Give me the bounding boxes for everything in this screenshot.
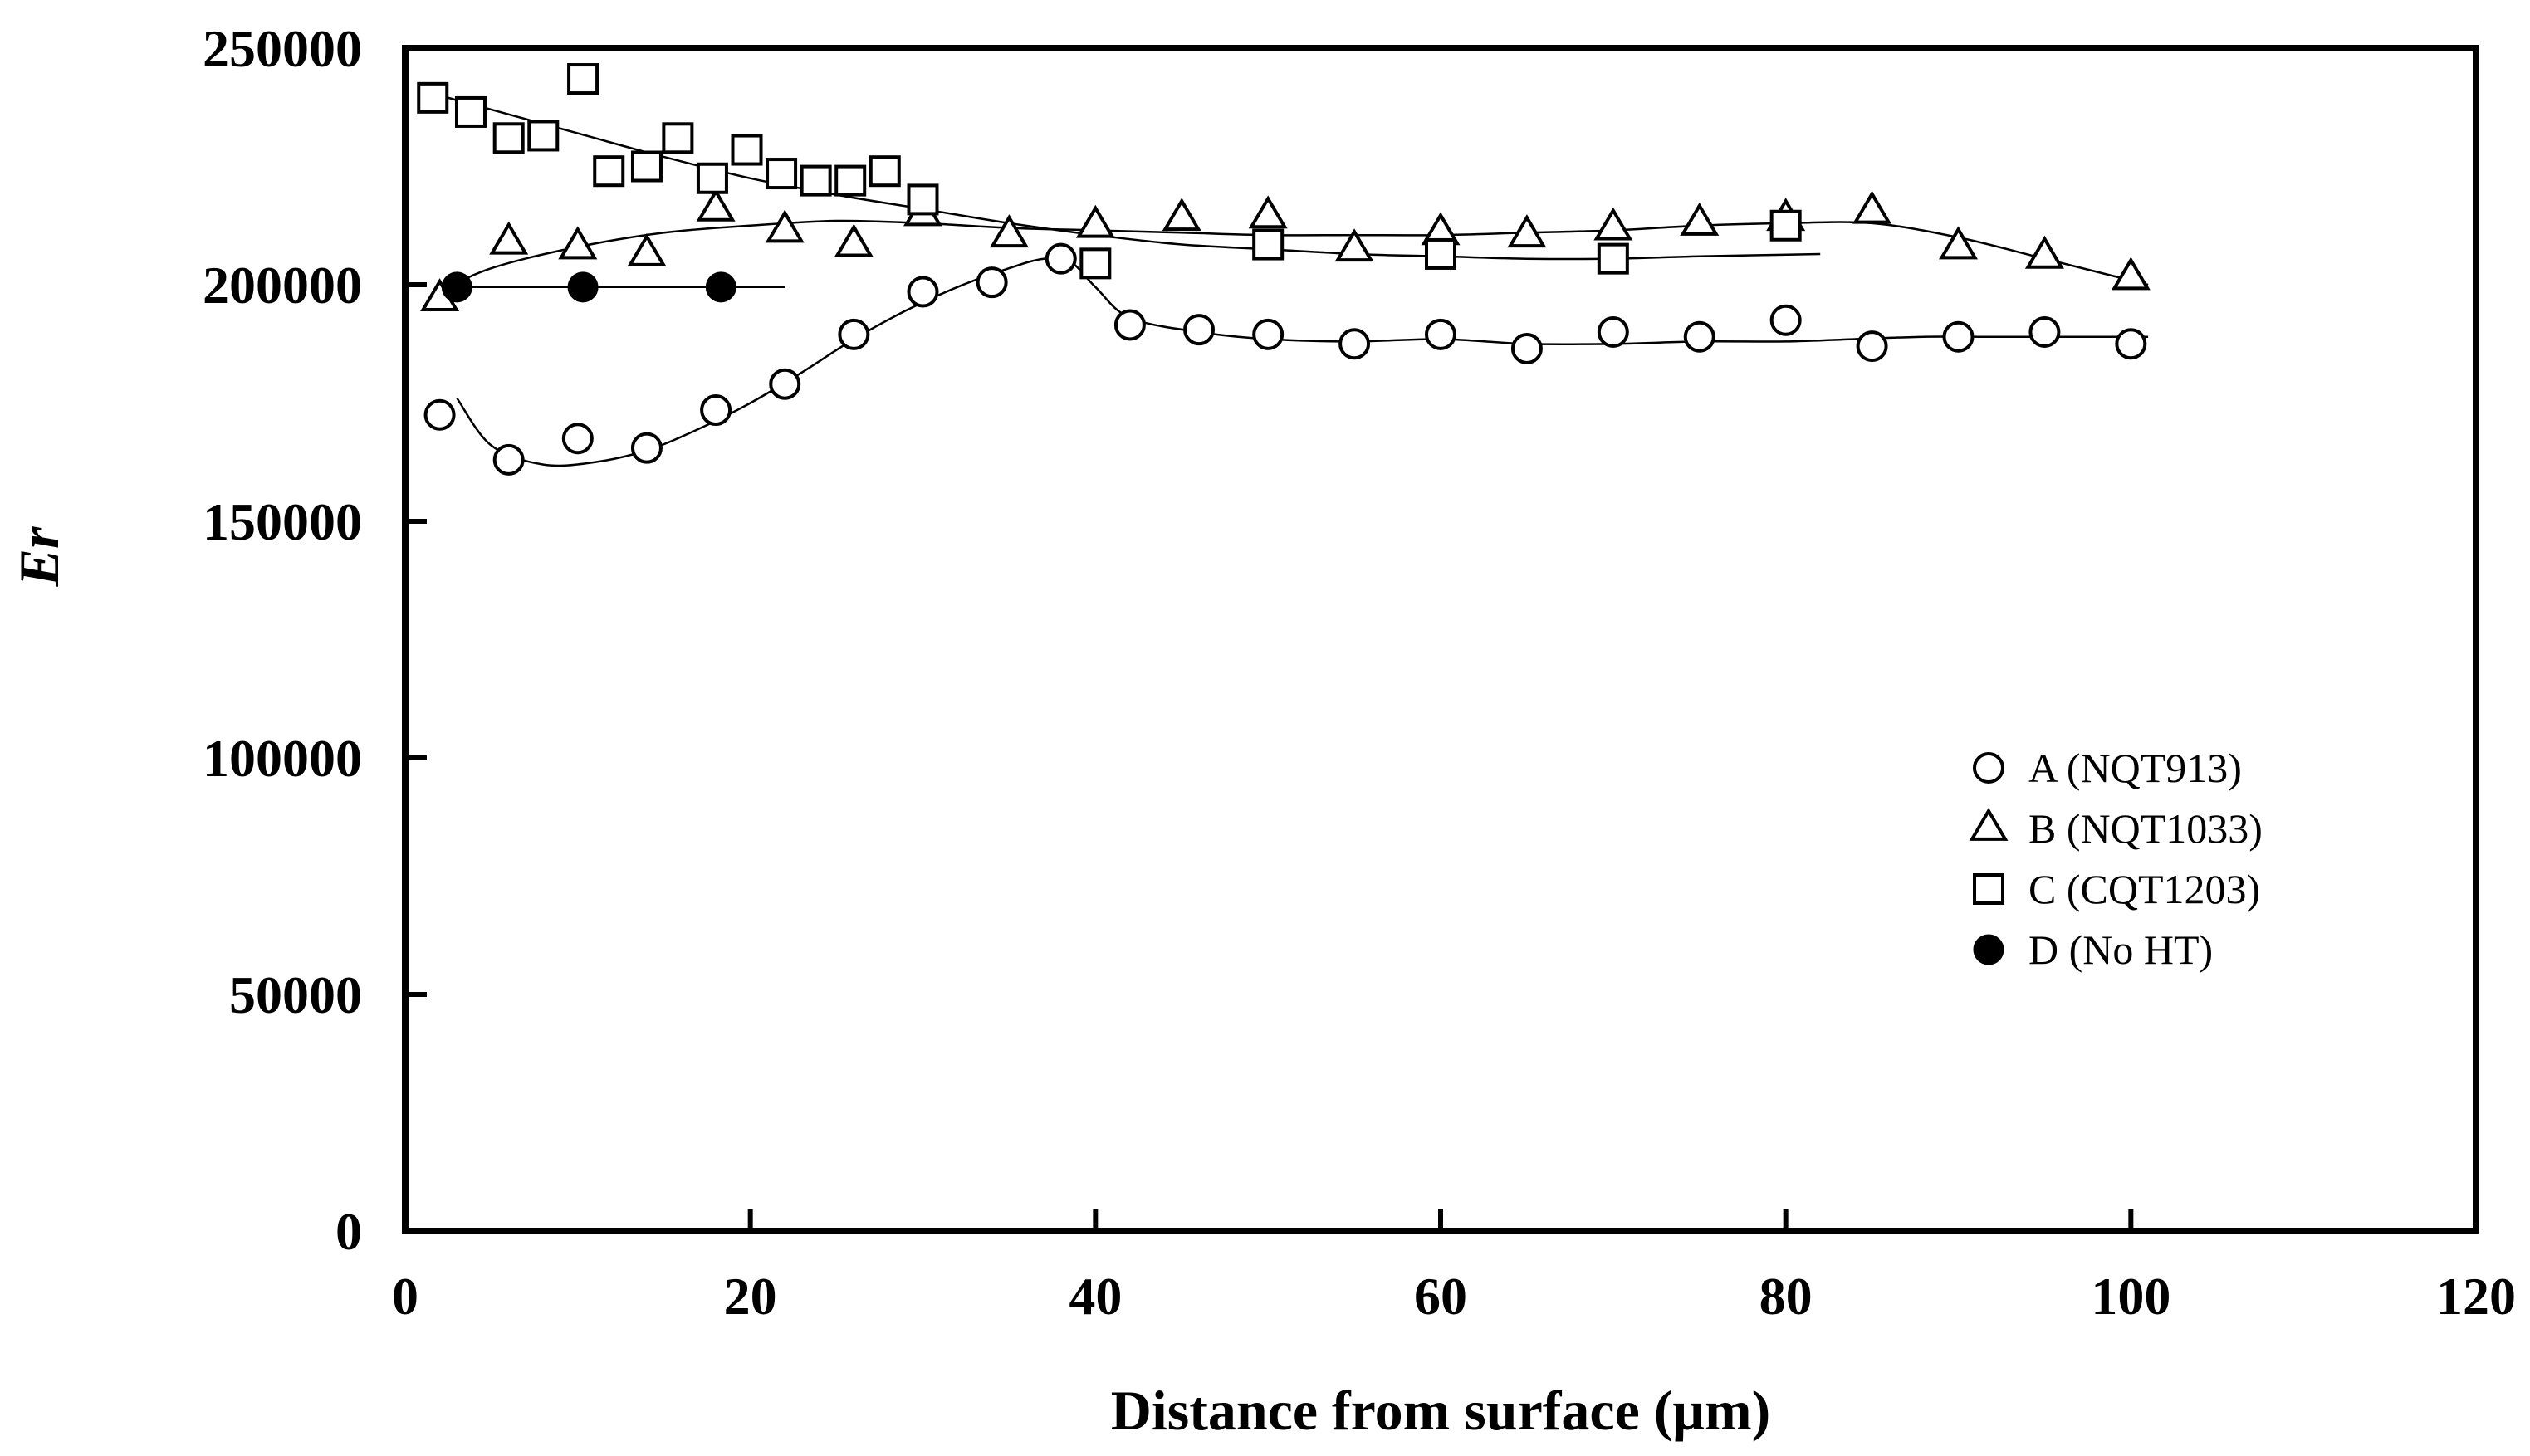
series-b-triangle-point bbox=[696, 188, 736, 222]
series-b-triangle-point bbox=[1075, 204, 1115, 238]
series-c-square-point bbox=[1252, 228, 1285, 261]
series-b-triangle-point bbox=[1593, 207, 1633, 241]
x-tick-label: 20 bbox=[724, 1267, 777, 1326]
series-c-square-point bbox=[766, 158, 798, 190]
series-a-circle-point bbox=[423, 398, 456, 431]
legend: A (NQT913) B (NQT1033) C (CQT1203) D (No HT… bbox=[1969, 745, 2263, 973]
series-a-circle-point bbox=[976, 266, 1008, 299]
legend-series-a-label: A (NQT913) bbox=[2028, 745, 2242, 791]
series-b-trend-line bbox=[439, 219, 2149, 293]
series-c-square-point bbox=[593, 155, 625, 188]
legend-series-d-label: D (No HT) bbox=[2028, 926, 2213, 973]
series-c-square-point bbox=[417, 81, 449, 114]
x-axis-title: Distance from surface (μm) bbox=[1111, 1379, 1770, 1442]
y-tick-label: 100000 bbox=[203, 729, 362, 788]
series-a-circle-point bbox=[1683, 320, 1715, 353]
series-a-circle-point bbox=[1425, 318, 1456, 350]
series-c-square-point bbox=[834, 164, 867, 197]
series-a-circle-point bbox=[2028, 316, 2061, 348]
legend-series-a-marker bbox=[1973, 752, 2004, 784]
legend-series-c-marker bbox=[1973, 873, 2004, 905]
series-c-square-point bbox=[1425, 237, 1456, 270]
y-tick-label: 50000 bbox=[229, 965, 362, 1024]
x-tick-label: 80 bbox=[1759, 1267, 1813, 1326]
legend-series-c-label: C (CQT1203) bbox=[2028, 866, 2260, 912]
y-tick-label: 150000 bbox=[203, 492, 362, 551]
x-tick-label: 100 bbox=[2091, 1267, 2170, 1326]
series-b-triangle-point bbox=[765, 209, 805, 243]
series-a-circle-point bbox=[1510, 332, 1543, 364]
series-a-circle-point bbox=[1597, 316, 1629, 348]
series-b-triangle-point bbox=[1507, 214, 1547, 248]
trend-lines bbox=[439, 94, 2149, 467]
series-a-circle-point bbox=[1338, 328, 1371, 360]
series-a-circle-point bbox=[700, 394, 732, 427]
series-a-circle-point bbox=[838, 318, 870, 350]
series-a-circle-point bbox=[561, 423, 594, 455]
y-axis-title: Er bbox=[7, 526, 71, 587]
legend-series-b-marker bbox=[1969, 807, 2009, 841]
series-a-circle-point bbox=[1942, 320, 1975, 353]
series-a-circle-point bbox=[1252, 318, 1285, 350]
x-tick-label: 40 bbox=[1069, 1267, 1122, 1326]
series-b-triangle-point bbox=[1248, 195, 1288, 229]
series-b-triangle-point bbox=[1939, 226, 1978, 260]
series-a-circle-point bbox=[907, 276, 939, 308]
series-a-circle-point bbox=[2115, 328, 2147, 360]
series-a-circle-point bbox=[1183, 314, 1216, 346]
series-b-triangle-point bbox=[627, 232, 667, 266]
series-c-square-point bbox=[1769, 209, 1802, 242]
series-c-square-point bbox=[454, 95, 487, 128]
x-tick-label: 120 bbox=[2436, 1267, 2516, 1326]
series-b-triangle-point bbox=[1334, 228, 1374, 262]
data-markers bbox=[417, 63, 2151, 476]
series-c-square-point bbox=[492, 122, 525, 154]
legend-series-d-marker bbox=[1973, 934, 2004, 965]
series-c-square-point bbox=[907, 183, 939, 216]
series-d-filled-circle-point bbox=[567, 271, 599, 303]
series-c-square-point bbox=[567, 63, 599, 95]
series-a-circle-point bbox=[1769, 304, 1802, 336]
legend-series-b-label: B (NQT1033) bbox=[2028, 805, 2263, 852]
series-b-triangle-point bbox=[989, 214, 1029, 248]
series-d-filled-circle-point bbox=[441, 271, 472, 303]
series-c-square-point bbox=[731, 134, 763, 166]
series-c-square-point bbox=[1597, 242, 1629, 275]
series-b-triangle-point bbox=[1680, 202, 1720, 236]
x-tick-label: 0 bbox=[392, 1267, 418, 1326]
series-b-triangle-point bbox=[2024, 235, 2064, 269]
y-tick-label: 250000 bbox=[203, 19, 362, 78]
series-a-circle-point bbox=[492, 443, 525, 476]
axis-ticks: 0 20 40 60 80 100 120 0 50000 100000 150000 200000 2… bbox=[203, 19, 2516, 1326]
series-c-square-point bbox=[630, 150, 663, 183]
series-b-triangle-point bbox=[2111, 257, 2151, 291]
series-c-square-point bbox=[1079, 247, 1112, 280]
series-a-circle-point bbox=[1856, 330, 1888, 363]
series-b-triangle-point bbox=[1852, 190, 1892, 224]
series-d-filled-circle-point bbox=[705, 271, 736, 303]
series-a-circle-point bbox=[630, 432, 663, 464]
series-c-square-point bbox=[800, 164, 832, 197]
series-b-triangle-point bbox=[834, 223, 874, 257]
x-tick-label: 60 bbox=[1414, 1267, 1467, 1326]
series-c-square-point bbox=[696, 162, 728, 194]
y-tick-label: 200000 bbox=[203, 256, 362, 315]
series-a-circle-point bbox=[1045, 242, 1077, 275]
series-b-triangle-point bbox=[1162, 198, 1201, 232]
series-c-square-point bbox=[662, 122, 694, 154]
series-b-triangle-point bbox=[558, 226, 598, 260]
series-b-triangle-point bbox=[489, 221, 529, 255]
series-c-square-point bbox=[527, 120, 560, 152]
y-tick-label: 0 bbox=[335, 1202, 362, 1261]
series-a-circle-point bbox=[769, 368, 801, 400]
series-a-circle-point bbox=[1113, 309, 1146, 341]
series-c-square-point bbox=[869, 155, 901, 188]
